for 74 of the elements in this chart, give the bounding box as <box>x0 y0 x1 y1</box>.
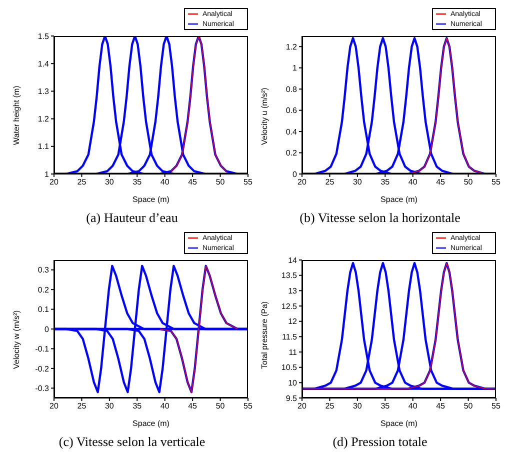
y-tick-label: -0.2 <box>35 364 50 374</box>
x-tick-label: 40 <box>160 178 170 187</box>
text: (a) Hauteur d’eau <box>85 210 179 226</box>
y-tick-label: 1.2 <box>286 42 298 52</box>
y-axis-title: Water height (m) <box>12 85 21 145</box>
x-tick-label: 50 <box>464 402 474 411</box>
text: (c) Vitesse selon la verticale <box>58 434 206 450</box>
y-tick-label: 1.5 <box>38 32 50 41</box>
x-tick-label: 20 <box>298 402 307 411</box>
x-tick-label: 25 <box>325 178 335 187</box>
y-tick-label: 0 <box>44 324 50 334</box>
y-tick-label: 0.2 <box>38 285 50 294</box>
x-tick-label: 30 <box>352 178 362 187</box>
x-tick-label: 30 <box>104 178 114 187</box>
x-tick-label: 55 <box>244 178 253 187</box>
x-tick-label: 20 <box>298 178 307 187</box>
y-tick-label: 0 <box>292 170 298 179</box>
y-tick-label: 11.5 <box>282 332 298 342</box>
x-tick-label: 45 <box>188 178 198 187</box>
y-tick-label: 12.5 <box>281 302 298 311</box>
x-tick-label: 50 <box>464 178 474 187</box>
x-tick-label: 40 <box>408 402 418 411</box>
x-tick-label: 35 <box>132 178 142 187</box>
text: (b) Vitesse selon la horizontale <box>298 210 462 226</box>
y-axis-title: Total pressure (Pa) <box>260 301 269 369</box>
x-tick-label: 40 <box>408 178 418 187</box>
y-tick-label: 0.1 <box>38 305 50 314</box>
y-tick-label: 0.3 <box>38 266 50 275</box>
x-tick-label: 55 <box>492 402 501 411</box>
y-tick-label: 1.2 <box>38 114 50 124</box>
x-axis-title: Space (m) <box>132 419 170 428</box>
x-tick-label: 45 <box>188 402 198 411</box>
x-tick-label: 50 <box>216 402 226 411</box>
x-tick-label: 25 <box>77 402 87 411</box>
y-tick-label: 1 <box>44 170 50 179</box>
x-tick-label: 45 <box>436 402 446 411</box>
x-tick-label: 45 <box>436 178 446 187</box>
y-tick-label: 0.2 <box>286 148 298 158</box>
y-axis-title: Velocity w (m/s²) <box>12 310 21 369</box>
y-tick-label: -0.1 <box>35 344 50 354</box>
x-tick-label: 55 <box>492 178 501 187</box>
x-tick-label: 40 <box>160 402 170 411</box>
y-tick-label: 0.4 <box>286 127 298 136</box>
x-axis-title: Space (m) <box>380 195 418 204</box>
x-tick-label: 25 <box>325 402 335 411</box>
y-tick-label: 1.3 <box>38 87 50 96</box>
text: (d) Pression totale <box>332 434 428 450</box>
x-axis-title: Space (m) <box>132 195 170 204</box>
y-axis-title: Velocity u (m/s²) <box>260 87 269 145</box>
y-tick-label: 0.6 <box>286 106 298 116</box>
y-tick-label: 11 <box>288 348 298 357</box>
y-tick-label: 1.1 <box>38 142 50 152</box>
y-tick-label: 0.8 <box>286 84 298 94</box>
y-tick-label: 14 <box>288 256 298 265</box>
x-tick-label: 30 <box>352 402 362 411</box>
y-tick-label: 1 <box>292 64 298 73</box>
y-tick-label: 13 <box>288 286 298 296</box>
x-tick-label: 20 <box>50 402 59 411</box>
x-tick-label: 35 <box>380 178 390 187</box>
x-tick-label: 20 <box>50 178 59 187</box>
x-tick-label: 30 <box>104 402 114 411</box>
y-tick-label: 10.5 <box>281 363 298 372</box>
x-tick-label: 50 <box>216 178 226 187</box>
x-axis-title: Space (m) <box>380 419 418 428</box>
y-tick-label: 12 <box>288 317 298 326</box>
y-tick-label: 9.5 <box>286 394 298 403</box>
x-tick-label: 35 <box>132 402 142 411</box>
x-tick-label: 25 <box>77 178 87 187</box>
y-tick-label: -0.3 <box>35 384 50 393</box>
x-tick-label: 35 <box>380 402 390 411</box>
x-tick-label: 55 <box>244 402 253 411</box>
y-tick-label: 10 <box>288 378 298 388</box>
y-tick-label: 1.4 <box>38 59 50 68</box>
y-tick-label: 13.5 <box>281 271 298 280</box>
